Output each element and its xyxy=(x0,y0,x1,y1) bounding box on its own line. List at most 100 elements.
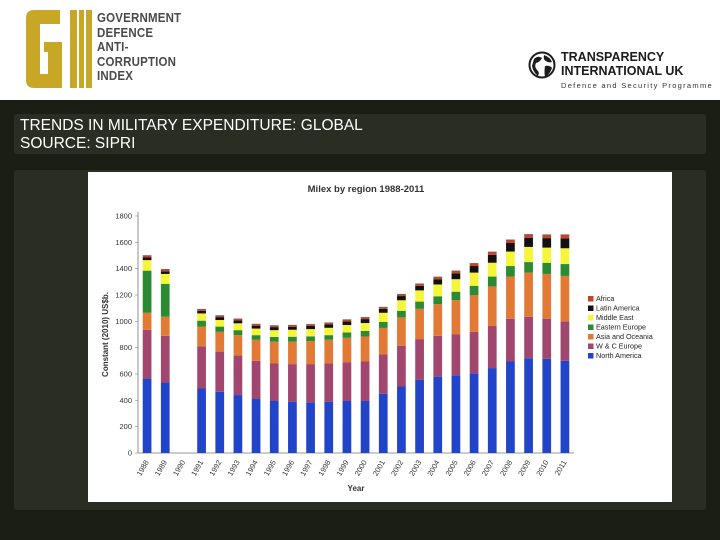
bar-segment xyxy=(524,234,533,238)
bar-segment xyxy=(506,361,515,453)
bar-segment xyxy=(524,358,533,453)
bar-segment xyxy=(433,276,443,280)
x-tick-label: 2009 xyxy=(516,459,532,478)
bar-segment xyxy=(342,319,352,322)
bar-segment xyxy=(324,363,334,402)
bar-segment xyxy=(324,324,334,328)
legend-label: Middle East xyxy=(596,313,634,322)
bar-segment xyxy=(360,336,370,362)
bar-segment xyxy=(306,336,315,342)
bar-segment xyxy=(160,283,170,317)
bar-segment xyxy=(451,375,461,453)
bar-segment xyxy=(288,341,297,365)
bar-segment xyxy=(142,378,152,453)
bar-segment xyxy=(324,401,334,453)
slide-title-line1: TRENDS IN MILITARY EXPENDITURE: GLOBAL xyxy=(20,117,363,134)
bar-segment xyxy=(378,327,388,355)
y-tick-label: 0 xyxy=(128,449,132,458)
ti-globe-icon xyxy=(528,51,556,79)
y-tick-label: 1400 xyxy=(115,264,132,273)
x-tick-label: 1991 xyxy=(189,459,205,478)
bar-segment xyxy=(342,332,352,338)
bar-segment xyxy=(524,272,533,317)
bar-segment xyxy=(560,264,570,276)
legend-label: Eastern Europe xyxy=(596,323,646,332)
bar-segment xyxy=(433,335,443,377)
bar-segment xyxy=(269,327,279,331)
bar-segment xyxy=(269,330,279,338)
legend-swatch xyxy=(588,334,594,340)
bar-segment xyxy=(524,246,533,263)
bar-segment xyxy=(142,329,152,379)
bar-segment xyxy=(397,294,406,297)
bar-segment xyxy=(288,329,297,337)
bar-segment xyxy=(324,327,334,336)
bar-segment xyxy=(487,262,497,277)
y-tick-label: 1800 xyxy=(115,212,132,221)
bar-segment xyxy=(451,279,461,292)
x-tick-label: 2000 xyxy=(353,459,369,478)
bar-segment xyxy=(342,321,352,326)
legend-swatch xyxy=(588,296,594,302)
bar-segment xyxy=(487,286,497,326)
bar-segment xyxy=(306,329,315,337)
bar-segment xyxy=(160,335,170,383)
bar-segment xyxy=(378,321,388,328)
bar-segment xyxy=(251,339,261,361)
y-axis-label: Constant (2010) US$b. xyxy=(101,292,110,377)
bar-segment xyxy=(269,341,279,364)
bar-segment xyxy=(469,331,479,374)
ti-line: TRANSPARENCY xyxy=(561,50,665,64)
gi-line: ANTI- xyxy=(97,40,129,55)
bar-segment xyxy=(360,330,370,337)
bar-segment xyxy=(415,301,424,309)
legend-label: W & C Europe xyxy=(596,342,642,351)
bar-segment xyxy=(251,335,261,340)
bar-segment xyxy=(469,373,479,453)
bar-segment xyxy=(542,273,552,319)
y-tick-label: 200 xyxy=(119,422,132,431)
gi-logo-g-shape xyxy=(26,10,62,88)
bar-segment xyxy=(269,337,279,342)
bar-segment xyxy=(197,313,206,321)
slide-title: TRENDS IN MILITARY EXPENDITURE: GLOBAL S… xyxy=(20,117,363,153)
bar-segment xyxy=(433,279,443,285)
bar-segment xyxy=(451,334,461,376)
bar-segment xyxy=(360,319,370,324)
x-tick-label: 1997 xyxy=(298,459,314,478)
bar-segment xyxy=(524,262,533,273)
bar-segment xyxy=(215,320,225,327)
x-tick-label: 1988 xyxy=(135,459,151,478)
ti-line: INTERNATIONAL UK xyxy=(561,63,684,78)
bar-segment xyxy=(487,254,497,263)
bar-segment xyxy=(269,363,279,401)
bar-segment xyxy=(542,318,552,359)
gi-line: GOVERNMENT xyxy=(97,11,182,25)
legend-swatch xyxy=(588,324,594,330)
bar-segment xyxy=(251,399,261,453)
x-tick-label: 2004 xyxy=(425,459,441,478)
header-bar: GOVERNMENT DEFENCE ANTI- CORRUPTION INDE… xyxy=(0,0,720,100)
bar-segment xyxy=(378,393,388,453)
gi-index-name: GOVERNMENT DEFENCE ANTI- CORRUPTION INDE… xyxy=(97,11,181,84)
x-tick-label: 1990 xyxy=(171,459,187,478)
bar-segment xyxy=(560,238,570,249)
bar-segment xyxy=(342,325,352,333)
bar-segment xyxy=(160,273,170,284)
bar-segment xyxy=(506,266,515,277)
y-tick-label: 1200 xyxy=(115,291,132,300)
bar-segment xyxy=(215,391,225,453)
bar-segment xyxy=(342,337,352,363)
bar-segment xyxy=(487,276,497,287)
bar-segment xyxy=(251,325,261,329)
bar-segment xyxy=(397,317,406,346)
bar-segment xyxy=(524,316,533,359)
bar-segment xyxy=(215,326,225,332)
bar-segment xyxy=(397,345,406,387)
bar-segment xyxy=(215,317,225,321)
bar-segment xyxy=(397,296,406,301)
bar-segment xyxy=(233,320,243,324)
bar-segment xyxy=(415,290,424,302)
gi-logo xyxy=(26,10,92,88)
gi-line: INDEX xyxy=(97,69,134,84)
